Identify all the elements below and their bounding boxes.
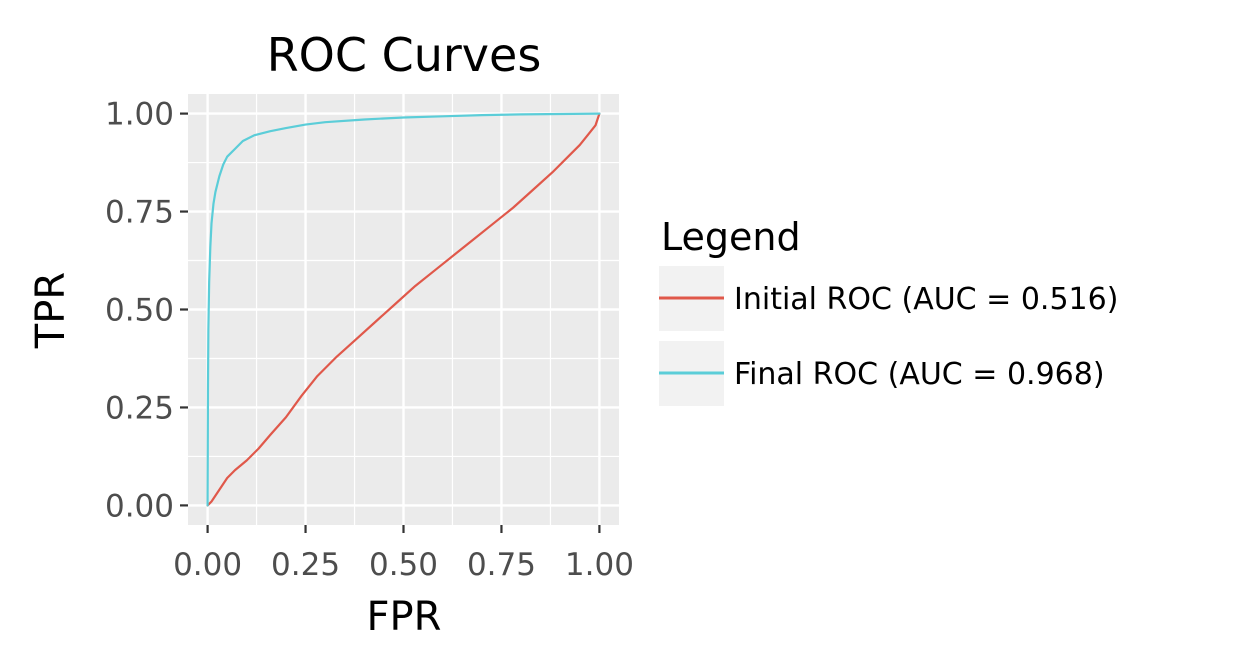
y-tick-label: 0.50 bbox=[105, 293, 174, 329]
x-tick-label: 0.25 bbox=[271, 547, 340, 583]
y-axis-title: TPR bbox=[28, 272, 74, 349]
x-axis-title: FPR bbox=[367, 594, 442, 640]
series-line-final-roc bbox=[206, 112, 601, 507]
legend-label-final: Final ROC (AUC = 0.968) bbox=[734, 357, 1105, 392]
legend: Legend Initial ROC (AUC = 0.516) Final R… bbox=[659, 215, 1118, 406]
x-tick-label: 0.75 bbox=[467, 547, 536, 583]
y-tick-label: 0.00 bbox=[105, 488, 174, 524]
y-tick-label: 1.00 bbox=[105, 97, 174, 133]
series-line-initial-roc bbox=[206, 112, 601, 507]
x-tick-label: 0.00 bbox=[173, 547, 242, 583]
y-tick-label: 0.75 bbox=[105, 195, 174, 231]
legend-title: Legend bbox=[661, 215, 801, 259]
y-tick-label: 0.25 bbox=[105, 390, 174, 426]
x-axis: 0.00 0.25 0.50 0.75 1.00 bbox=[173, 525, 634, 583]
chart-title: ROC Curves bbox=[267, 28, 542, 82]
series-layer bbox=[206, 112, 601, 507]
major-gridlines bbox=[188, 94, 619, 525]
legend-label-initial: Initial ROC (AUC = 0.516) bbox=[734, 282, 1118, 317]
y-axis: 0.00 0.25 0.50 0.75 1.00 bbox=[105, 97, 188, 524]
x-tick-label: 1.00 bbox=[565, 547, 634, 583]
x-tick-label: 0.50 bbox=[369, 547, 438, 583]
